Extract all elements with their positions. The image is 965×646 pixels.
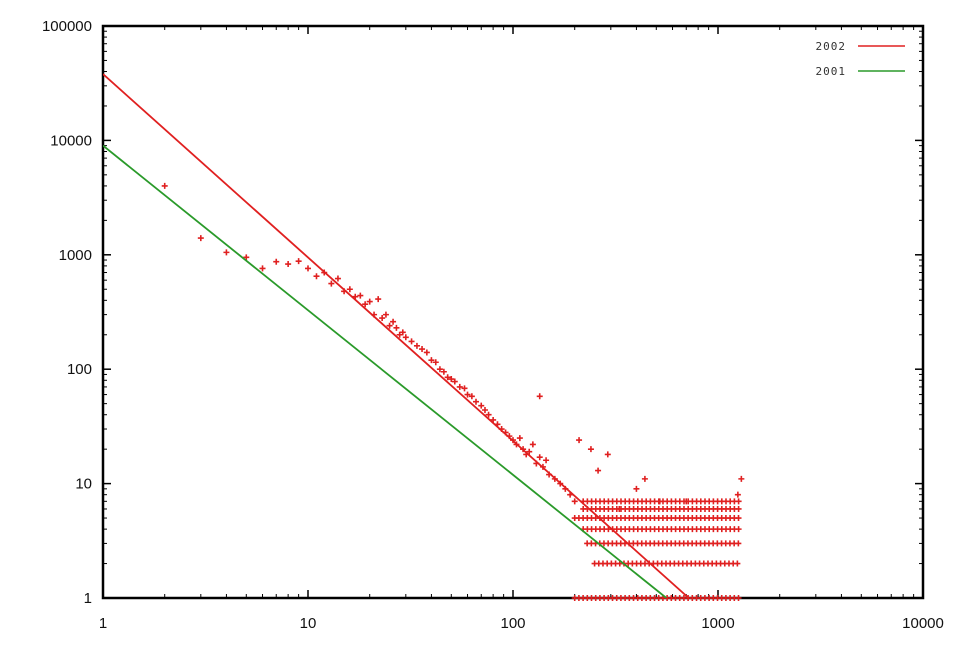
scatter-point [464, 391, 471, 398]
scatter-point [461, 385, 468, 392]
scatter-point [428, 357, 435, 364]
band-point-5 [735, 515, 742, 522]
scatter-point [295, 258, 302, 265]
scatter-point [734, 491, 741, 498]
scatter-point [526, 448, 533, 455]
x-tick-label: 10 [300, 615, 317, 632]
scatter-point [683, 498, 690, 505]
y-tick-label: 10000 [50, 132, 92, 149]
series-line-2002 [103, 73, 690, 598]
scatter-point [595, 467, 602, 474]
scatter-point [616, 505, 623, 512]
scatter-point [334, 275, 341, 282]
series-line-2001 [103, 144, 667, 598]
scatter-point [473, 398, 480, 405]
scatter-point [259, 265, 266, 272]
scatter-point [587, 446, 594, 453]
plot-frame [101, 24, 925, 600]
scatter-point [285, 261, 292, 268]
x-tick-label: 100 [500, 615, 525, 632]
band-point-2 [734, 560, 741, 567]
y-tick-label: 10 [75, 476, 92, 493]
scatter-point [413, 342, 420, 349]
band-point-3 [735, 540, 742, 547]
y-tick-label: 100 [67, 361, 92, 378]
scatter-point [641, 475, 648, 482]
band-point-7 [735, 498, 742, 505]
scatter-point [197, 235, 204, 242]
band-point-6 [735, 505, 742, 512]
scatter-point [440, 368, 447, 375]
scatter-point [536, 454, 543, 461]
scatter-point [328, 280, 335, 287]
scatter-point [393, 324, 400, 331]
scatter-point [357, 292, 364, 299]
legend: 2002 2001 [816, 40, 905, 78]
scatter-point [273, 258, 280, 265]
scatter-point [379, 315, 386, 322]
scatter-point [362, 301, 369, 308]
band-point-4 [735, 526, 742, 533]
scatter-point [529, 441, 536, 448]
scatter-point [485, 411, 492, 418]
legend-label-2002: 2002 [816, 40, 847, 53]
scatter-point [161, 182, 168, 189]
x-tick-label: 10000 [902, 615, 944, 632]
scatter-point [408, 338, 415, 345]
scatter-point [456, 383, 463, 390]
scatter-point [516, 435, 523, 442]
scatter-point [436, 366, 443, 373]
scatter-point [243, 254, 250, 261]
scatter-point [633, 485, 640, 492]
scatter-point [375, 296, 382, 303]
scatter-point [402, 334, 409, 341]
scatter-point [738, 475, 745, 482]
scatter-point [346, 286, 353, 293]
scatter-point [604, 451, 611, 458]
scatter-point [543, 457, 550, 464]
y-tick-label: 1 [84, 590, 92, 607]
y-tick-label: 1000 [59, 247, 92, 264]
scatter-point [423, 349, 430, 356]
legend-label-2001: 2001 [816, 65, 847, 78]
scatter-point [536, 393, 543, 400]
scatter-point [444, 374, 451, 381]
scatter-point [576, 437, 583, 444]
scatter-point [313, 273, 320, 280]
x-tick-label: 1000 [701, 615, 734, 632]
scatter-point [396, 331, 403, 338]
scatter-point [432, 359, 439, 366]
scatter-point [481, 406, 488, 413]
scatter-point [478, 402, 485, 409]
scatter-point [571, 498, 578, 505]
scatter-point [382, 311, 389, 318]
scatter-point [223, 249, 230, 256]
scatter-point [366, 298, 373, 305]
scatter-point [305, 265, 311, 272]
axes [101, 24, 925, 600]
scatter-point [386, 322, 393, 329]
scatter-point [468, 393, 475, 400]
y-tick-label: 100000 [42, 18, 92, 35]
scatter-point [451, 378, 458, 385]
scatter-point [448, 376, 455, 383]
scatter-point [419, 346, 426, 353]
series [103, 73, 745, 601]
ticks: 1 10 100 1000 10000 1 10 100 1000 10000 100000 [42, 18, 944, 632]
x-tick-label: 1 [99, 615, 107, 632]
scatter-point [390, 318, 397, 325]
scatter-point [656, 498, 663, 505]
band-point-1 [735, 595, 742, 601]
scatter-point [399, 329, 406, 336]
